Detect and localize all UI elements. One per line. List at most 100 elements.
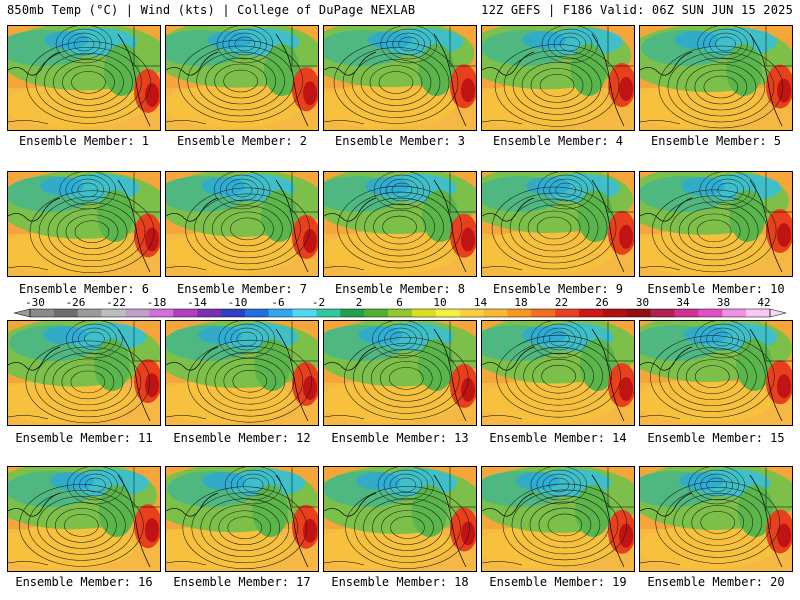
temperature-wind-map — [166, 321, 318, 425]
colorbar-swatch — [125, 309, 150, 317]
colorbar-tick-label: -6 — [271, 297, 284, 309]
ensemble-member-label: Ensemble Member: 6 — [18, 282, 150, 296]
colorbar-tick-label: 26 — [595, 297, 608, 309]
colorbar-swatch — [197, 309, 222, 317]
ensemble-member-label: Ensemble Member: 11 — [15, 431, 153, 445]
colorbar-tick-label: 18 — [514, 297, 527, 309]
ensemble-map-panel — [7, 320, 161, 426]
temperature-wind-map — [8, 467, 160, 571]
ensemble-member-label: Ensemble Member: 1 — [18, 134, 150, 148]
ensemble-map-panel — [481, 25, 635, 131]
ensemble-map-panel — [7, 466, 161, 572]
ensemble-member-label: Ensemble Member: 9 — [492, 282, 624, 296]
colorbar-tick-label: 30 — [636, 297, 649, 309]
temperature-wind-map — [482, 321, 634, 425]
ensemble-map-panel — [165, 466, 319, 572]
colorbar-swatch — [173, 309, 198, 317]
ensemble-map-panel — [481, 320, 635, 426]
temperature-wind-map — [8, 26, 160, 130]
colorbar-swatch — [244, 309, 270, 317]
header-valid-time: 12Z GEFS | F186 Valid: 06Z SUN JUN 15 20… — [481, 3, 793, 17]
ensemble-member-label: Ensemble Member: 4 — [492, 134, 624, 148]
colorbar-swatch — [268, 309, 293, 317]
colorbar-swatch — [53, 309, 79, 317]
colorbar-swatch — [411, 309, 437, 317]
temperature-wind-map — [482, 467, 634, 571]
colorbar-swatch — [364, 309, 389, 317]
ensemble-map-panel — [323, 25, 477, 131]
ensemble-member-label: Ensemble Member: 10 — [647, 282, 785, 296]
ensemble-map-panel — [639, 171, 793, 277]
ensemble-member-label: Ensemble Member: 7 — [176, 282, 308, 296]
colorbar-tick-label: 2 — [356, 297, 363, 309]
ensemble-map-panel — [7, 25, 161, 131]
ensemble-member-label: Ensemble Member: 18 — [331, 575, 469, 589]
colorbar-left-arrow — [13, 308, 31, 318]
temperature-wind-map — [482, 26, 634, 130]
temperature-wind-map — [166, 26, 318, 130]
temperature-wind-map — [482, 172, 634, 276]
colorbar-swatch — [388, 309, 413, 317]
colorbar-swatch — [459, 309, 484, 317]
colorbar-swatch — [292, 309, 317, 317]
ensemble-member-label: Ensemble Member: 14 — [489, 431, 627, 445]
ensemble-map-panel — [165, 25, 319, 131]
temperature-wind-map — [640, 26, 792, 130]
ensemble-map-panel — [7, 171, 161, 277]
colorbar-tick-label: 34 — [676, 297, 690, 309]
ensemble-member-label: Ensemble Member: 12 — [173, 431, 311, 445]
ensemble-member-label: Ensemble Member: 17 — [173, 575, 311, 589]
ensemble-member-label: Ensemble Member: 8 — [334, 282, 466, 296]
ensemble-map-panel — [323, 466, 477, 572]
colorbar-tick-label: 10 — [433, 297, 446, 309]
colorbar-swatch — [101, 309, 126, 317]
ensemble-member-label: Ensemble Member: 19 — [489, 575, 627, 589]
temperature-wind-map — [640, 172, 792, 276]
colorbar-swatch — [650, 309, 675, 317]
colorbar-swatch — [555, 309, 580, 317]
temperature-wind-map — [640, 467, 792, 571]
ensemble-map-panel — [323, 171, 477, 277]
temperature-wind-map — [8, 172, 160, 276]
colorbar-swatch — [316, 309, 341, 317]
ensemble-member-label: Ensemble Member: 5 — [650, 134, 782, 148]
colorbar-swatch — [602, 309, 628, 317]
temperature-wind-map — [324, 467, 476, 571]
ensemble-member-label: Ensemble Member: 16 — [15, 575, 153, 589]
colorbar-tick-label: -2 — [312, 297, 325, 309]
colorbar-tick-label: 42 — [757, 297, 770, 309]
colorbar-tick-label: -10 — [228, 297, 248, 309]
colorbar-tick-label: -30 — [25, 297, 45, 309]
colorbar-swatch — [626, 309, 651, 317]
temperature-colorbar: -30 -26 -22 -18 -14 -10 -6 -2 2 6 10 14 18 22 26 30 34 38… — [13, 297, 787, 318]
ensemble-member-label: Ensemble Member: 2 — [176, 134, 308, 148]
colorbar-swatch — [507, 309, 532, 317]
temperature-wind-map — [324, 26, 476, 130]
ensemble-member-label: Ensemble Member: 20 — [647, 575, 785, 589]
colorbar-tick-label: -18 — [147, 297, 167, 309]
ensemble-map-panel — [639, 320, 793, 426]
temperature-wind-map — [8, 321, 160, 425]
ensemble-member-label: Ensemble Member: 3 — [334, 134, 466, 148]
colorbar-swatch — [30, 309, 55, 317]
colorbar-tick-label: -14 — [187, 297, 207, 309]
colorbar-swatch — [220, 309, 246, 317]
colorbar-swatch — [698, 309, 723, 317]
colorbar-swatch — [722, 309, 747, 317]
colorbar-swatch — [531, 309, 556, 317]
ensemble-map-panel — [481, 171, 635, 277]
temperature-wind-map — [166, 172, 318, 276]
temperature-wind-map — [324, 321, 476, 425]
colorbar-tick-label: 38 — [717, 297, 730, 309]
temperature-wind-map — [166, 467, 318, 571]
ensemble-member-label: Ensemble Member: 13 — [331, 431, 469, 445]
colorbar-swatch — [149, 309, 174, 317]
ensemble-map-panel — [639, 25, 793, 131]
colorbar-swatch — [579, 309, 604, 317]
ensemble-map-panel — [481, 466, 635, 572]
colorbar-swatch — [77, 309, 102, 317]
colorbar-swatch — [674, 309, 699, 317]
colorbar-tick-label: -26 — [66, 297, 86, 309]
colorbar-tick-label: 6 — [396, 297, 403, 309]
colorbar-swatch — [340, 309, 365, 317]
